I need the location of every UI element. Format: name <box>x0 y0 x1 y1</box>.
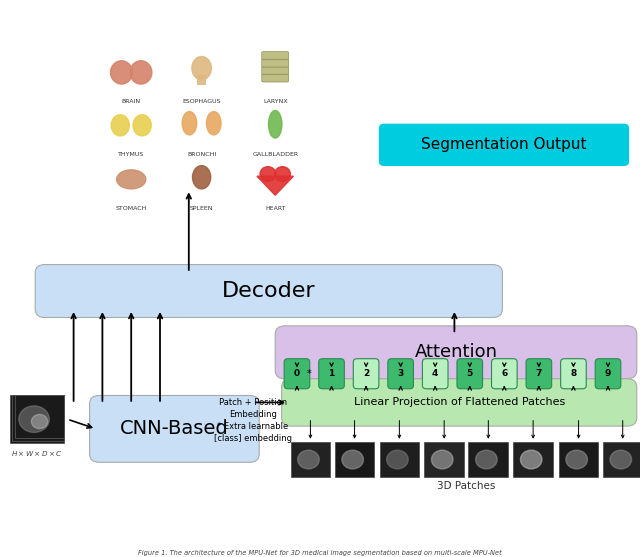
FancyBboxPatch shape <box>12 395 64 441</box>
FancyBboxPatch shape <box>90 395 259 462</box>
Text: 6: 6 <box>501 369 508 378</box>
Text: 5: 5 <box>467 369 473 378</box>
Text: Linear Projection of Flattened Patches: Linear Projection of Flattened Patches <box>353 398 565 407</box>
Circle shape <box>520 450 542 469</box>
FancyBboxPatch shape <box>275 326 637 379</box>
FancyBboxPatch shape <box>422 359 448 389</box>
Ellipse shape <box>269 110 282 138</box>
FancyBboxPatch shape <box>10 395 64 443</box>
Text: BRONCHI: BRONCHI <box>187 152 216 157</box>
FancyBboxPatch shape <box>353 359 379 389</box>
Text: $H\times W\times D\times C$: $H\times W\times D\times C$ <box>11 449 63 458</box>
Text: CNN-Based: CNN-Based <box>120 419 228 438</box>
FancyBboxPatch shape <box>319 359 344 389</box>
Text: STOMACH: STOMACH <box>115 206 147 211</box>
Text: ESOPHAGUS: ESOPHAGUS <box>182 99 221 104</box>
FancyBboxPatch shape <box>291 442 330 477</box>
FancyBboxPatch shape <box>424 442 464 477</box>
FancyBboxPatch shape <box>15 395 64 438</box>
FancyBboxPatch shape <box>380 442 419 477</box>
Circle shape <box>31 414 48 429</box>
FancyBboxPatch shape <box>457 359 483 389</box>
Text: Patch + Position
Embedding
* Extra learnable
[class] embedding: Patch + Position Embedding * Extra learn… <box>214 398 292 443</box>
Ellipse shape <box>182 111 196 135</box>
Circle shape <box>387 450 408 469</box>
Circle shape <box>431 450 453 469</box>
Ellipse shape <box>192 56 211 80</box>
FancyBboxPatch shape <box>262 74 289 82</box>
Circle shape <box>342 450 364 469</box>
Text: LARYNX: LARYNX <box>263 99 287 104</box>
Text: 4: 4 <box>432 369 438 378</box>
FancyBboxPatch shape <box>468 442 508 477</box>
FancyBboxPatch shape <box>335 442 374 477</box>
Text: 2: 2 <box>363 369 369 378</box>
Text: 3: 3 <box>397 369 404 378</box>
FancyBboxPatch shape <box>526 359 552 389</box>
Text: GALLBLADDER: GALLBLADDER <box>252 152 298 157</box>
FancyBboxPatch shape <box>492 359 517 389</box>
Text: 9: 9 <box>605 369 611 378</box>
Text: 8: 8 <box>570 369 577 378</box>
Text: 7: 7 <box>536 369 542 378</box>
Text: Attention: Attention <box>415 343 497 361</box>
Ellipse shape <box>111 61 132 84</box>
FancyBboxPatch shape <box>262 59 289 67</box>
Text: 3D Patches: 3D Patches <box>437 481 495 491</box>
Ellipse shape <box>130 61 152 84</box>
FancyBboxPatch shape <box>262 52 289 60</box>
FancyBboxPatch shape <box>284 359 310 389</box>
Polygon shape <box>257 176 293 195</box>
FancyBboxPatch shape <box>282 379 637 426</box>
FancyBboxPatch shape <box>196 75 207 85</box>
FancyBboxPatch shape <box>379 124 629 166</box>
Circle shape <box>566 450 588 469</box>
FancyBboxPatch shape <box>35 265 502 317</box>
Circle shape <box>19 406 49 432</box>
Text: THYMUS: THYMUS <box>118 152 145 157</box>
FancyBboxPatch shape <box>603 442 640 477</box>
Text: BRAIN: BRAIN <box>122 99 141 104</box>
FancyBboxPatch shape <box>262 66 289 75</box>
FancyBboxPatch shape <box>561 359 586 389</box>
Circle shape <box>610 450 632 469</box>
Ellipse shape <box>207 111 221 135</box>
Text: 0: 0 <box>294 369 300 378</box>
Text: *: * <box>307 369 312 379</box>
FancyBboxPatch shape <box>559 442 598 477</box>
Ellipse shape <box>193 165 211 189</box>
Circle shape <box>476 450 497 469</box>
Ellipse shape <box>111 115 129 136</box>
FancyBboxPatch shape <box>595 359 621 389</box>
Text: 1: 1 <box>328 369 335 378</box>
Ellipse shape <box>133 115 151 136</box>
FancyBboxPatch shape <box>388 359 413 389</box>
Ellipse shape <box>260 167 276 182</box>
Ellipse shape <box>275 167 291 182</box>
Ellipse shape <box>116 170 146 189</box>
Circle shape <box>298 450 319 469</box>
Text: SPLEEN: SPLEEN <box>190 206 213 211</box>
Text: HEART: HEART <box>265 206 285 211</box>
FancyBboxPatch shape <box>513 442 553 477</box>
Text: Decoder: Decoder <box>222 281 316 301</box>
Text: Segmentation Output: Segmentation Output <box>421 138 587 152</box>
Text: Figure 1. The architecture of the MPU-Net for 3D medical image segmentation base: Figure 1. The architecture of the MPU-Ne… <box>138 550 502 556</box>
